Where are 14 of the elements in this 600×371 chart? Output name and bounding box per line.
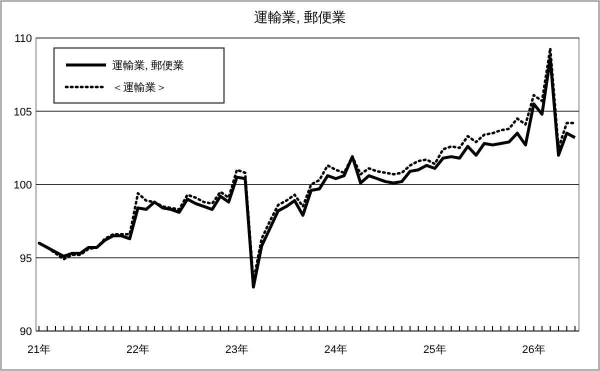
legend-label: ＜運輸業＞ [112,82,167,94]
y-tick-label: 100 [14,180,32,192]
x-tick-label: 24年 [324,344,348,356]
x-tick-label: 25年 [423,344,446,356]
x-tick-label: 26年 [522,344,546,356]
y-tick-label: 90 [20,326,32,338]
y-tick-label: 105 [14,106,32,118]
legend-label: 運輸業, 郵便業 [112,59,184,72]
x-tick-label: 23年 [225,344,249,356]
chart-title: 運輸業, 郵便業 [254,9,346,25]
y-tick-label: 95 [20,252,32,265]
y-tick-label: 110 [14,33,32,45]
x-tick-label: 22年 [126,344,150,356]
x-tick-label: 21年 [27,344,51,356]
